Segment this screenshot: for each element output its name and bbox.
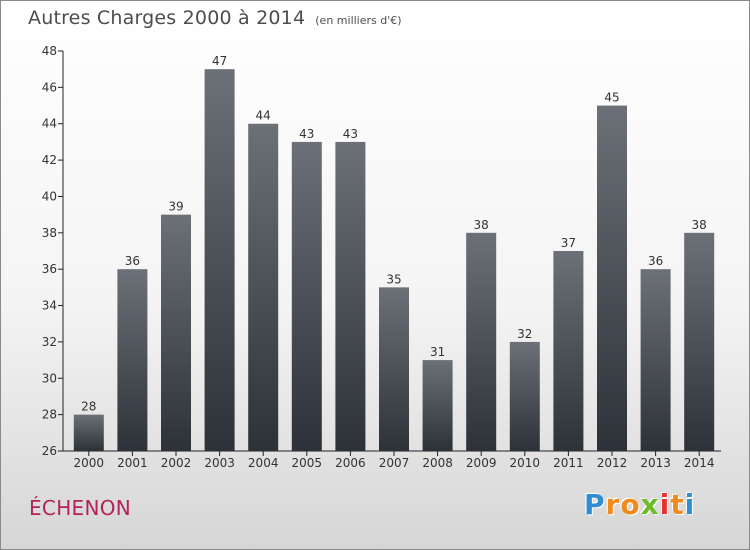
x-tick-label: 2000 <box>74 456 105 470</box>
bar-2010 <box>509 341 540 451</box>
y-tick-label: 26 <box>42 444 57 458</box>
bars <box>73 69 715 452</box>
data-label-2003: 47 <box>212 54 227 68</box>
y-tick-label: 40 <box>42 189 57 203</box>
y-tick-label: 36 <box>42 262 57 276</box>
x-tick-label: 2011 <box>553 456 584 470</box>
bar-2011 <box>553 251 584 451</box>
proxiti-logo: Proxiti <box>584 488 695 521</box>
bar-2005 <box>291 141 322 451</box>
data-label-2002: 39 <box>168 200 183 214</box>
data-label-2000: 28 <box>81 400 96 414</box>
data-label-2011: 37 <box>561 236 576 250</box>
y-tick-label: 44 <box>42 117 57 131</box>
chart-title: Autres Charges 2000 à 2014 <box>28 7 306 29</box>
data-label-2005: 43 <box>299 127 314 141</box>
data-label-2004: 44 <box>256 109 271 123</box>
bar-2002 <box>161 214 191 451</box>
bar-2006 <box>335 141 366 451</box>
y-tick-label: 28 <box>42 408 57 422</box>
bar-2013 <box>640 269 671 451</box>
y-tick-label: 42 <box>42 153 57 167</box>
bar-2014 <box>684 232 715 451</box>
logo-letter: x <box>640 488 660 521</box>
data-label-2012: 45 <box>604 91 619 105</box>
x-tick-label: 2002 <box>161 456 192 470</box>
logo-letter: P <box>584 488 606 521</box>
y-tick-label: 48 <box>42 44 57 58</box>
bar-2001 <box>117 269 148 451</box>
bar-2000 <box>73 414 104 451</box>
y-tick-label: 46 <box>42 80 57 94</box>
chart-unit: (en milliers d'€) <box>315 14 402 27</box>
x-tick-label: 2013 <box>640 456 671 470</box>
data-label-2001: 36 <box>125 254 140 268</box>
logo-letter: r <box>605 488 621 521</box>
x-tick-label: 2004 <box>248 456 279 470</box>
bar-2009 <box>466 232 497 451</box>
data-labels: 28 36 39 47 44 43 43 35 31 38 32 37 45 36 38 <box>81 54 707 413</box>
bar-2007 <box>379 287 409 451</box>
y-tick-label: 30 <box>42 371 57 385</box>
x-tick-label: 2009 <box>466 456 497 470</box>
chart-title-row: Autres Charges 2000 à 2014 (en milliers d… <box>28 7 402 29</box>
x-tick-label: 2014 <box>684 456 715 470</box>
x-tick-label: 2005 <box>292 456 323 470</box>
logo-letter: i <box>684 488 696 521</box>
data-label-2007: 35 <box>386 272 401 286</box>
bar-2008 <box>422 360 453 451</box>
data-label-2010: 32 <box>517 327 532 341</box>
x-tick-label: 2007 <box>379 456 410 470</box>
data-label-2014: 38 <box>692 218 707 232</box>
bar-2012 <box>597 105 627 451</box>
data-label-2006: 43 <box>343 127 358 141</box>
y-tick-label: 38 <box>42 226 57 240</box>
data-label-2013: 36 <box>648 254 663 268</box>
data-label-2009: 38 <box>474 218 489 232</box>
x-axis: 2000 2001 2002 2003 2004 2005 2006 2007 2008 2009… <box>63 450 721 470</box>
data-label-2008: 31 <box>430 345 445 359</box>
x-tick-label: 2006 <box>335 456 366 470</box>
x-tick-label: 2008 <box>422 456 453 470</box>
y-tick-label: 34 <box>42 299 57 313</box>
x-tick-label: 2003 <box>204 456 235 470</box>
y-axis: 26 28 30 32 34 36 38 40 42 44 46 48 <box>42 44 64 458</box>
bar-2004 <box>248 123 279 452</box>
x-tick-label: 2001 <box>117 456 148 470</box>
x-tick-label: 2012 <box>597 456 628 470</box>
y-tick-label: 32 <box>42 335 57 349</box>
place-name: ÉCHENON <box>29 496 132 520</box>
bar-2003 <box>204 69 235 451</box>
logo-letter: t <box>670 488 685 521</box>
logo-letter: i <box>659 488 671 521</box>
x-tick-label: 2010 <box>510 456 541 470</box>
logo-letter: o <box>620 488 641 521</box>
